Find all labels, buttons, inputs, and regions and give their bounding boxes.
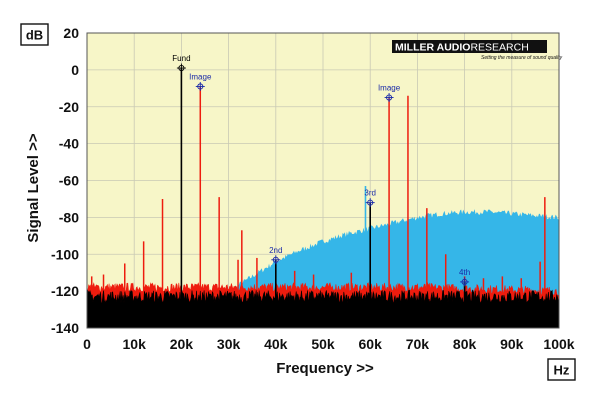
y-tick-label: -120 [51, 283, 79, 299]
brand-name: MILLER AUDIORESEARCH [395, 42, 529, 54]
peak-label: 3rd [364, 189, 376, 198]
peak-marker [460, 277, 470, 287]
x-tick-label: 30k [217, 336, 241, 352]
black-noise-floor [87, 289, 559, 328]
x-tick-label: 100k [543, 336, 574, 352]
y-tick-label: -80 [59, 209, 79, 225]
peak-label: Image [378, 84, 401, 93]
black-series-peaks [180, 68, 466, 328]
y-axis-tick-labels: 20 0 -20 -40 -60 -80 -100 -120 -140 [51, 25, 79, 336]
y-unit-box: dB [20, 23, 49, 46]
peak-label: Image [189, 72, 212, 81]
peak-marker [195, 81, 205, 91]
black-floor-area [87, 289, 559, 328]
y-tick-label: 20 [63, 25, 79, 41]
peak-marker [365, 198, 375, 208]
y-unit-label: dB [26, 28, 43, 43]
peak-label: Fund [172, 54, 190, 63]
x-tick-label: 40k [264, 336, 288, 352]
y-tick-label: -140 [51, 320, 79, 336]
peak-annotations: Fund Image Image 2nd 3rd 4th [172, 54, 470, 277]
peak-label: 2nd [269, 246, 282, 255]
peak-label: 4th [459, 268, 470, 277]
plot-frame [86, 32, 560, 329]
x-unit-label: Hz [554, 363, 570, 378]
x-tick-label: 10k [123, 336, 147, 352]
peak-marker [271, 255, 281, 265]
y-tick-label: -100 [51, 246, 79, 262]
y-tick-label: 0 [71, 62, 79, 78]
x-tick-label: 60k [359, 336, 383, 352]
brand-tagline: Setting the measure of sound quality [481, 55, 563, 61]
x-axis-tick-labels: 0 10k 20k 30k 40k 50k 60k 70k 80k 90k 100k [83, 336, 575, 352]
x-tick-label: 80k [453, 336, 477, 352]
peak-markers [176, 63, 470, 287]
x-tick-label: 20k [170, 336, 194, 352]
y-tick-label: -60 [59, 173, 79, 189]
peak-marker [384, 93, 394, 103]
x-tick-label: 50k [311, 336, 335, 352]
y-tick-label: -20 [59, 99, 79, 115]
x-unit-box: Hz [547, 358, 576, 381]
y-tick-label: -40 [59, 136, 79, 152]
peak-marker [176, 63, 186, 73]
x-tick-label: 0 [83, 336, 91, 352]
y-axis-title: Signal Level >> [25, 133, 42, 242]
brand-logo: MILLER AUDIORESEARCH Setting the measure… [392, 40, 563, 61]
x-tick-label: 70k [406, 336, 430, 352]
x-tick-label: 90k [500, 336, 524, 352]
x-axis-title: Frequency >> [276, 360, 374, 377]
